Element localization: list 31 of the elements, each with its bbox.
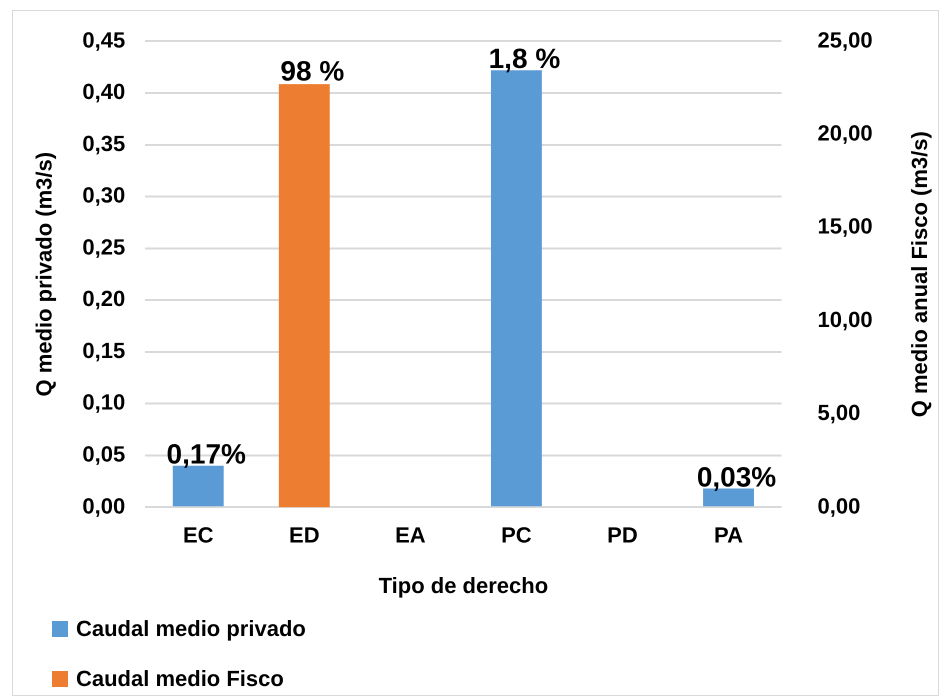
y-tick-label: 0,40 (82, 79, 126, 104)
y-tick-label: 0,25 (82, 234, 126, 260)
legend-label: Caudal medio Fisco (76, 666, 284, 692)
annotation: 1,8 % (488, 42, 560, 74)
x-tick-label: PC (501, 522, 532, 548)
y-tick-label: 0,10 (82, 390, 126, 415)
y2-tick-label: 15,00 (818, 214, 873, 239)
y-tick-label: 0,00 (82, 493, 126, 518)
y-axis-title: Q medio privado (m3/s) (31, 152, 56, 396)
y2-tick-label: 5,00 (818, 400, 860, 426)
y2-tick-label: 20,00 (818, 120, 873, 146)
x-tick-label: ED (289, 522, 320, 548)
y2-tick-label: 25,00 (818, 27, 873, 52)
y-tick-label: 0,35 (82, 130, 126, 156)
y-tick-label: 0,30 (82, 182, 126, 208)
annotation: 0,17% (166, 438, 246, 470)
y-tick-label: 0,45 (82, 27, 126, 52)
legend-label: Caudal medio privado (76, 616, 306, 642)
annotation: 0,03% (696, 461, 776, 492)
y-tick-label: 0,05 (82, 441, 126, 466)
x-tick-label: PA (714, 522, 744, 548)
y2-axis-title: Q medio anual Fisco (m3/s) (907, 131, 932, 418)
annotation: 98 % (280, 55, 344, 86)
x-axis-title: Tipo de derecho (378, 572, 548, 598)
x-tick-label: PD (607, 522, 638, 548)
x-tick-label: EC (182, 522, 214, 548)
y2-tick-label: 0,00 (818, 493, 860, 518)
y-tick-label: 0,15 (82, 338, 126, 363)
y2-tick-label: 10,00 (818, 306, 873, 332)
y-tick-label: 0,20 (82, 286, 126, 312)
x-tick-label: EA (395, 522, 426, 548)
